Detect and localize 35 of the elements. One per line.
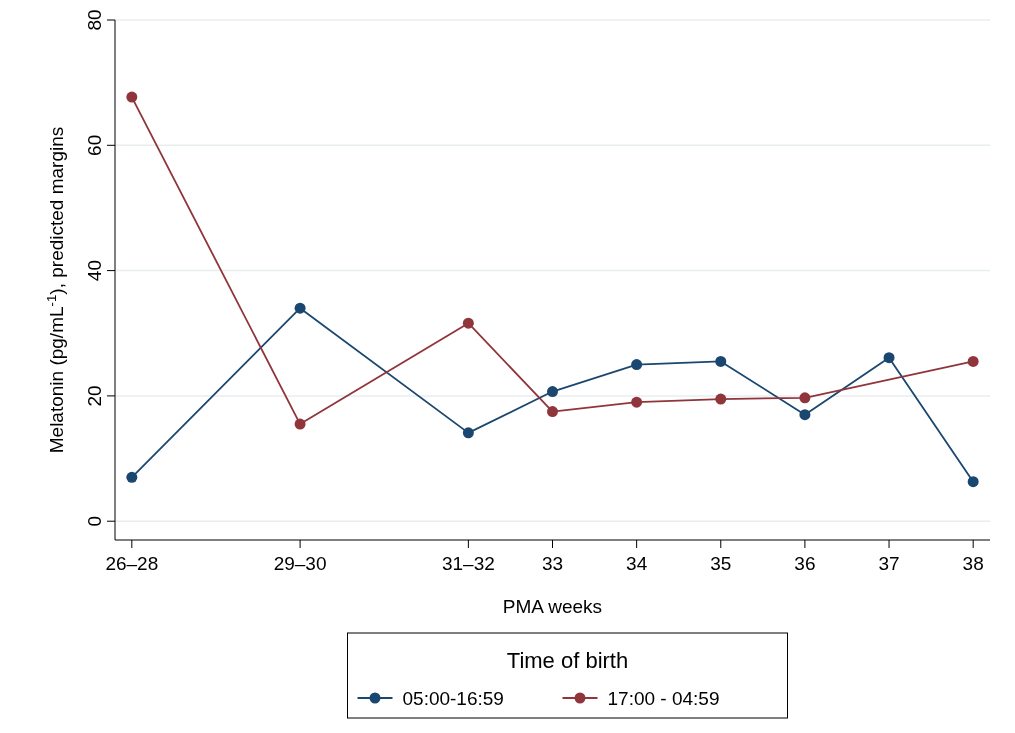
legend-label: 17:00 - 04:59 [607, 688, 720, 709]
x-tick-label: 38 [962, 553, 984, 574]
point [462, 427, 474, 439]
x-tick-label: 33 [541, 553, 564, 574]
point [547, 406, 558, 418]
y-tick-label: 60 [84, 134, 105, 156]
y-tick-label: 20 [84, 385, 105, 407]
point [294, 302, 306, 314]
x-tick-label: 31–32 [441, 553, 495, 574]
point [799, 409, 811, 421]
x-tick-label: 29–30 [273, 553, 327, 574]
legend-label: 05:00-16:59 [402, 688, 504, 709]
x-axis-title: PMA weeks [502, 596, 603, 617]
point [547, 386, 558, 398]
point [462, 317, 474, 329]
x-tick-label: 37 [878, 553, 900, 574]
legend-title: Time of birth [506, 648, 629, 673]
point [715, 355, 727, 367]
y-tick-label: 40 [84, 260, 105, 282]
point [715, 393, 727, 405]
point [126, 91, 138, 103]
x-tick-label: 35 [710, 553, 732, 574]
point [631, 396, 643, 408]
y-tick-label: 80 [84, 9, 105, 31]
point [967, 476, 979, 488]
point [126, 471, 138, 483]
point [967, 355, 979, 367]
point [294, 418, 306, 430]
x-tick-label: 36 [794, 553, 816, 574]
x-tick-label: 26–28 [105, 553, 159, 574]
point [631, 359, 643, 371]
point [799, 392, 811, 404]
y-tick-label: 0 [84, 515, 105, 527]
x-tick-label: 34 [626, 553, 648, 574]
point [883, 352, 895, 364]
